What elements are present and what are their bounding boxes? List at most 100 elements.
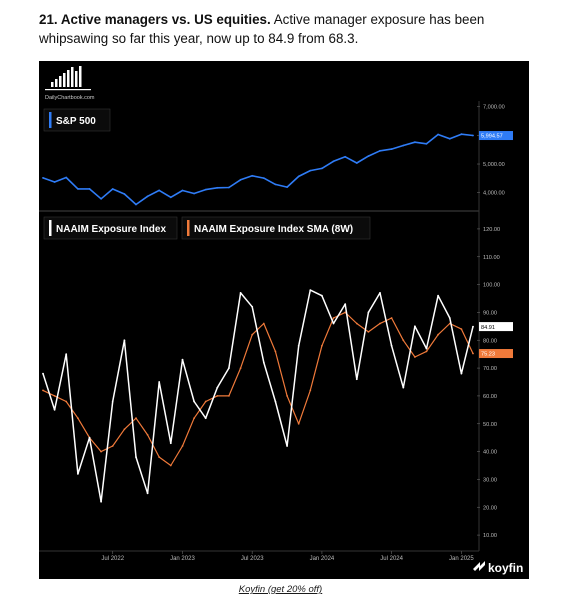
sp500-line-point xyxy=(135,203,137,206)
naaim-line-point xyxy=(193,400,196,403)
naaim-sma-line-point xyxy=(379,322,381,325)
naaim-line-point xyxy=(286,445,288,447)
bottom-y-tick-label: 120.00 xyxy=(483,227,500,233)
naaim-line-point xyxy=(425,347,428,350)
sp500-line-point xyxy=(181,189,184,192)
naaim-line-point xyxy=(239,292,242,294)
naaim-sma-line-point xyxy=(158,456,161,458)
sp500-line-point xyxy=(367,155,370,157)
naaim-line-point xyxy=(77,473,79,475)
bottom-y-tick-label: 60.00 xyxy=(483,394,497,400)
x-axis: Jul 2022 Jan 2023 Jul 2023 Jan 2024 Jul 2024… xyxy=(101,551,474,562)
sp500-last-value: 5,994.57 xyxy=(481,134,503,140)
sp500-line-point xyxy=(123,193,126,195)
naaim-line-point xyxy=(297,344,300,347)
sp500-legend: S&P 500 xyxy=(43,108,111,132)
naaim-sma-line-point xyxy=(135,417,137,420)
naaim-line-point xyxy=(251,305,254,308)
koyfin-link[interactable]: Koyfin (get 20% off) xyxy=(238,584,323,595)
naaim-line-point xyxy=(228,367,230,369)
top-y-tick-label: 5,000.00 xyxy=(483,162,505,168)
sp500-line-point xyxy=(193,192,196,195)
sp500-line-point xyxy=(204,188,207,191)
naaim-sma-line-point xyxy=(169,464,172,467)
sp500-last-value-bg xyxy=(479,131,513,141)
naaim-sma-line-point xyxy=(367,331,370,333)
naaim-sma-line-point xyxy=(425,350,428,353)
x-tick-label: Jan 2024 xyxy=(310,556,335,562)
naaim-sma-line-point xyxy=(297,422,300,425)
sp500-line-point xyxy=(332,160,335,163)
sp500-line-point xyxy=(228,186,230,189)
naaim-sma-line-point xyxy=(355,322,358,325)
koyfin-logo: koyfin xyxy=(473,561,523,575)
sp500-line xyxy=(42,133,474,206)
source-caption: Koyfin (get 20% off) xyxy=(0,584,561,595)
naaim-line-point xyxy=(448,317,451,319)
bottom-y-tick-label: 100.00 xyxy=(483,283,500,289)
sma-legend-swatch xyxy=(187,220,190,236)
sp500-line-point xyxy=(425,142,428,145)
bottom-y-axis: 120.00 110.00 100.00 90.00 80.00 70.00 60.00 50… xyxy=(477,227,500,539)
sp500-line-point xyxy=(460,133,463,136)
bottom-y-tick-label: 90.00 xyxy=(483,310,497,316)
naaim-sma-line-point xyxy=(472,352,474,355)
x-tick-label: Jul 2024 xyxy=(380,556,403,562)
naaim-line-point xyxy=(111,400,114,403)
naaim-line-point xyxy=(321,294,323,297)
naaim-sma-line-point xyxy=(286,395,288,397)
naaim-line-point xyxy=(181,358,184,361)
naaim-sma-line-point xyxy=(42,389,44,392)
naaim-line-point xyxy=(204,417,207,420)
naaim-sma-line-point xyxy=(100,450,102,453)
watermark-text: DailyChartbook.com xyxy=(45,95,95,101)
naaim-line-point xyxy=(414,325,416,328)
naaim-line-point xyxy=(169,442,172,445)
sp500-line-point xyxy=(379,149,381,152)
sp500-line-point xyxy=(297,175,300,178)
naaim-sma-line-point xyxy=(111,445,114,447)
naaim-sma-line-point xyxy=(65,400,68,403)
sp500-line-point xyxy=(321,167,323,170)
bottom-y-tick-label: 20.00 xyxy=(483,505,497,511)
sp500-legend-label: S&P 500 xyxy=(56,116,96,127)
bottom-y-tick-label: 40.00 xyxy=(483,450,497,456)
naaim-line-point xyxy=(460,372,463,375)
naaim-sma-line-point xyxy=(53,395,56,397)
naaim-sma-line-point xyxy=(321,344,323,347)
last-value-badges: 5,994.57 84.91 75.23 xyxy=(479,131,513,359)
x-tick-label: Jan 2023 xyxy=(170,556,195,562)
sp500-legend-swatch xyxy=(49,112,52,128)
headline-title: 21. Active managers vs. US equities. xyxy=(39,12,271,27)
naaim-legend-label: NAAIM Exposure Index xyxy=(56,224,166,235)
naaim-sma-line-point xyxy=(332,317,335,319)
sp500-line-point xyxy=(286,186,288,188)
naaim-legend: NAAIM Exposure Index xyxy=(43,216,178,240)
sp500-line-point xyxy=(437,133,439,136)
naaim-sma-line-point xyxy=(262,322,265,325)
sma-last-value: 75.23 xyxy=(481,352,495,358)
naaim-sma-line-point xyxy=(274,350,277,353)
naaim-line-point xyxy=(367,311,370,314)
naaim-line-point xyxy=(402,386,405,389)
sma-last-value-bg xyxy=(479,349,513,359)
naaim-line-point xyxy=(332,322,335,325)
sp500-line-point xyxy=(402,144,405,147)
naaim-line-point xyxy=(135,456,137,458)
sma-legend: NAAIM Exposure Index SMA (8W) xyxy=(181,216,371,240)
sp500-line-point xyxy=(216,186,219,189)
naaim-sma-line-point xyxy=(146,434,149,436)
x-tick-label: Jan 2025 xyxy=(449,556,474,562)
naaim-sma-line-point xyxy=(216,395,219,397)
naaim-line-point xyxy=(309,289,312,291)
sp500-line-point xyxy=(344,155,347,158)
sp500-line-point xyxy=(88,188,91,190)
sp500-line-point xyxy=(65,176,68,179)
naaim-line-point xyxy=(123,339,126,342)
x-tick-label: Jul 2023 xyxy=(241,556,264,562)
naaim-sma-line-point xyxy=(239,367,242,369)
sp500-line-point xyxy=(390,148,393,150)
bottom-y-tick-label: 70.00 xyxy=(483,366,497,372)
sp500-line-point xyxy=(472,134,474,137)
sp500-line-point xyxy=(77,188,79,190)
